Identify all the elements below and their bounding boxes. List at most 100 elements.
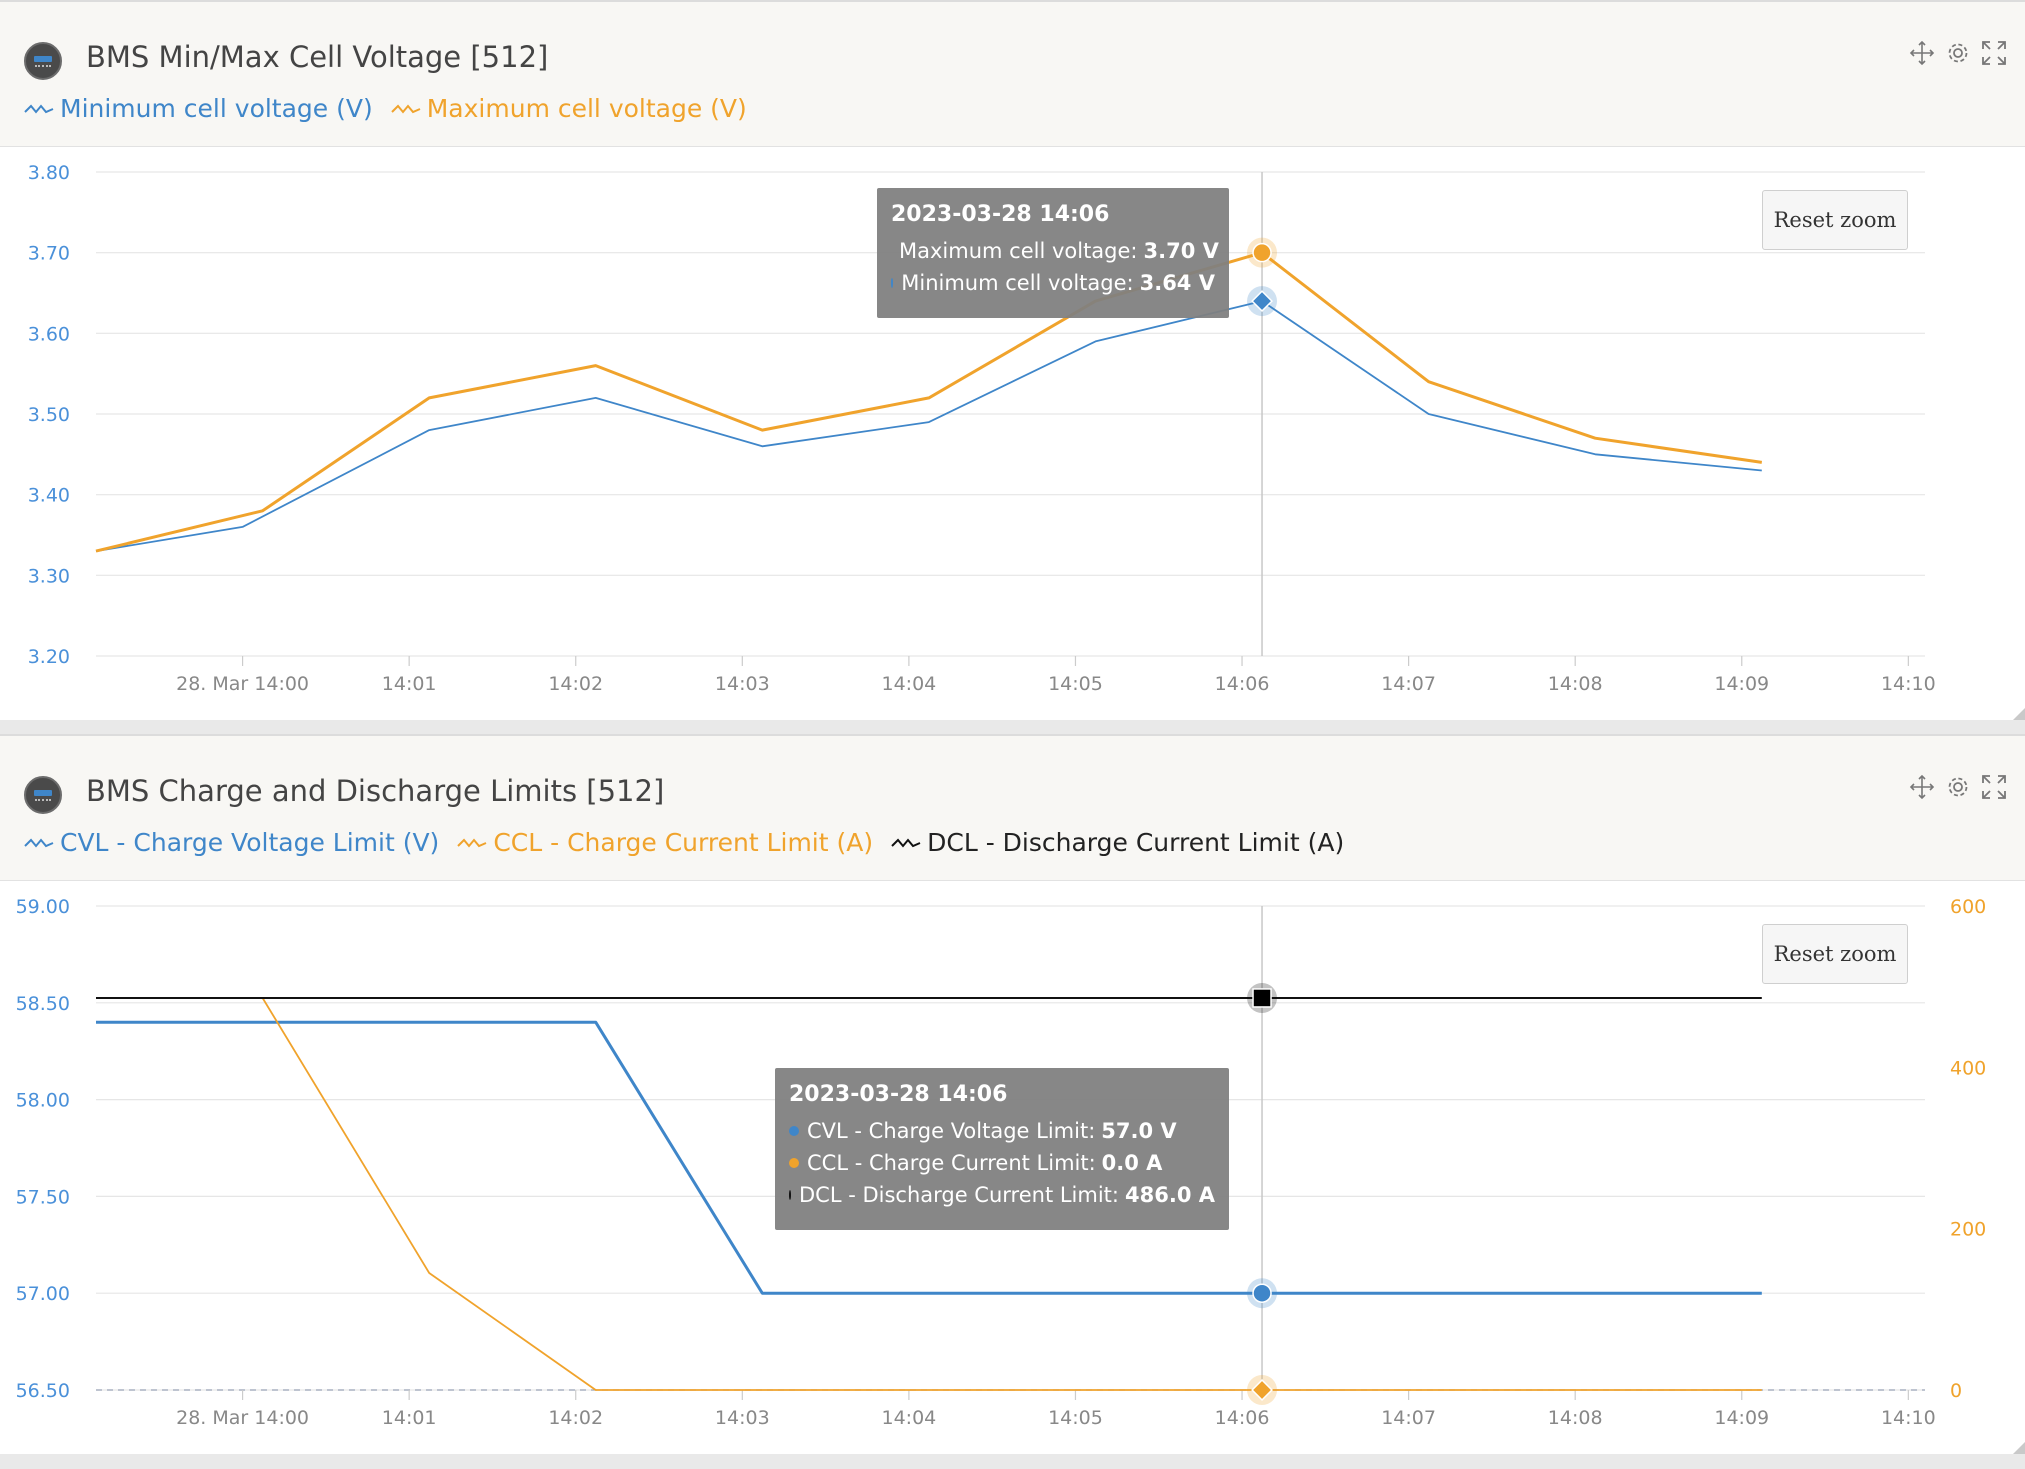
tooltip-row: CCL - Charge Current Limit:0.0 A — [789, 1147, 1215, 1179]
series-dot — [891, 278, 894, 288]
tooltip-title: 2023-03-28 14:06 — [789, 1082, 1008, 1107]
x-tick-label: 14:01 — [382, 673, 437, 695]
legend-label: Minimum cell voltage (V) — [60, 94, 373, 123]
tooltip-value: 3.70 V — [1143, 239, 1219, 263]
y-tick-label: 58.00 — [16, 1090, 70, 1112]
bms-device-icon — [24, 776, 62, 814]
tooltip-row: CVL - Charge Voltage Limit:57.0 V — [789, 1115, 1215, 1147]
panel-tools — [1909, 40, 2007, 66]
y-tick-label: 56.50 — [16, 1380, 70, 1402]
expand-icon[interactable] — [1981, 40, 2007, 66]
chart-tooltip: 2023-03-28 14:06 CVL - Charge Voltage Li… — [775, 1068, 1229, 1230]
tooltip-label: CVL - Charge Voltage Limit — [807, 1119, 1089, 1143]
x-tick-label: 14:10 — [1881, 1407, 1936, 1429]
x-tick-label: 14:08 — [1548, 1407, 1603, 1429]
resize-handle[interactable] — [2013, 708, 2025, 720]
series-line-icon — [24, 103, 54, 114]
y-tick-label: 3.80 — [28, 162, 70, 184]
x-tick-label: 14:09 — [1714, 1407, 1769, 1429]
series-line — [261, 997, 1762, 1391]
move-icon[interactable] — [1909, 40, 1935, 66]
expand-icon[interactable] — [1981, 774, 2007, 800]
y2-tick-label: 200 — [1950, 1219, 1986, 1241]
gear-icon[interactable] — [1945, 40, 1971, 66]
y-tick-label: 57.00 — [16, 1283, 70, 1305]
move-icon[interactable] — [1909, 774, 1935, 800]
tooltip-value: 3.64 V — [1139, 271, 1215, 295]
tooltip-row: DCL - Discharge Current Limit:486.0 A — [789, 1179, 1215, 1211]
y-tick-label: 3.20 — [28, 646, 70, 668]
y2-tick-label: 0 — [1950, 1380, 1962, 1402]
panel-header: BMS Charge and Discharge Limits [512] — [0, 736, 2025, 881]
x-tick-label: 14:06 — [1215, 1407, 1270, 1429]
y2-tick-label: 600 — [1950, 896, 1986, 918]
x-tick-label: 14:04 — [882, 1407, 937, 1429]
y-tick-label: 58.50 — [16, 993, 70, 1015]
x-tick-label: 14:07 — [1381, 673, 1436, 695]
chart-legend: Minimum cell voltage (V) Maximum cell vo… — [24, 94, 747, 123]
panel-tools — [1909, 774, 2007, 800]
panel-title: BMS Charge and Discharge Limits [512] — [86, 774, 665, 808]
x-tick-label: 14:04 — [882, 673, 937, 695]
x-tick-label: 14:01 — [382, 1407, 437, 1429]
cell-voltage-chart[interactable]: 3.20 3.30 3.40 3.50 3.60 3.70 3.80 28. Mar 14:0… — [0, 146, 2025, 720]
x-tick-label: 14:06 — [1215, 673, 1270, 695]
legend-label: Maximum cell voltage (V) — [426, 94, 747, 123]
series-line-icon — [891, 837, 921, 848]
gear-icon[interactable] — [1945, 774, 1971, 800]
x-tick-label: 28. Mar 14:00 — [176, 673, 309, 695]
series-line-icon — [457, 837, 487, 848]
x-tick-label: 14:02 — [548, 1407, 603, 1429]
legend-item-max-cell-voltage[interactable]: Maximum cell voltage (V) — [391, 94, 747, 123]
chart-legend: CVL - Charge Voltage Limit (V) CCL - Cha… — [24, 828, 1344, 857]
x-tick-label: 14:03 — [715, 673, 770, 695]
series-dot — [789, 1190, 791, 1200]
x-tick-label: 14:05 — [1048, 673, 1103, 695]
y-tick-label: 3.60 — [28, 323, 70, 345]
data-point-marker — [1252, 1283, 1272, 1303]
tooltip-value: 0.0 A — [1101, 1151, 1163, 1175]
tooltip-label: CCL - Charge Current Limit — [807, 1151, 1089, 1175]
y-tick-label: 3.30 — [28, 565, 70, 587]
chart-tooltip: 2023-03-28 14:06 Maximum cell voltage:3.… — [877, 188, 1229, 318]
tooltip-value: 486.0 A — [1125, 1183, 1215, 1207]
data-point-marker — [1252, 242, 1272, 263]
x-tick-label: 14:02 — [548, 673, 603, 695]
x-tick-label: 14:08 — [1548, 673, 1603, 695]
legend-item-ccl[interactable]: CCL - Charge Current Limit (A) — [457, 828, 873, 857]
panel-title: BMS Min/Max Cell Voltage [512] — [86, 40, 549, 74]
x-tick-label: 14:07 — [1381, 1407, 1436, 1429]
tooltip-label: Minimum cell voltage — [901, 271, 1127, 295]
series-line-icon — [391, 103, 421, 114]
bms-device-icon — [24, 42, 62, 80]
y-tick-label: 59.00 — [16, 896, 70, 918]
y2-tick-label: 400 — [1950, 1057, 1986, 1079]
series-dot — [789, 1158, 799, 1168]
reset-zoom-button[interactable]: Reset zoom — [1762, 190, 1908, 250]
legend-item-min-cell-voltage[interactable]: Minimum cell voltage (V) — [24, 94, 373, 123]
x-tick-label: 14:05 — [1048, 1407, 1103, 1429]
x-tick-label: 14:03 — [715, 1407, 770, 1429]
tooltip-value: 57.0 V — [1101, 1119, 1177, 1143]
tooltip-row: Minimum cell voltage:3.64 V — [891, 267, 1215, 299]
data-point-marker — [1251, 290, 1273, 313]
panel-header: BMS Min/Max Cell Voltage [512] — [0, 2, 2025, 147]
reset-zoom-button[interactable]: Reset zoom — [1762, 924, 1908, 984]
y-tick-label: 3.40 — [28, 485, 70, 507]
series-dot — [789, 1126, 799, 1136]
chart-panel-cell-voltage: BMS Min/Max Cell Voltage [512] — [0, 0, 2025, 720]
y-tick-label: 57.50 — [16, 1186, 70, 1208]
tooltip-row: Maximum cell voltage:3.70 V — [899, 239, 1219, 263]
y-tick-label: 3.50 — [28, 404, 70, 426]
series-line-icon — [24, 837, 54, 848]
legend-item-dcl[interactable]: DCL - Discharge Current Limit (A) — [891, 828, 1344, 857]
legend-item-cvl[interactable]: CVL - Charge Voltage Limit (V) — [24, 828, 439, 857]
data-point-marker — [1251, 1379, 1273, 1401]
tooltip-label: Maximum cell voltage — [899, 239, 1131, 263]
x-tick-label: 14:09 — [1714, 673, 1769, 695]
tooltip-title: 2023-03-28 14:06 — [891, 202, 1110, 227]
chart-panel-charge-limits: BMS Charge and Discharge Limits [512] — [0, 734, 2025, 1454]
resize-handle[interactable] — [2013, 1442, 2025, 1454]
series-line — [95, 300, 1762, 552]
x-tick-label: 14:10 — [1881, 673, 1936, 695]
